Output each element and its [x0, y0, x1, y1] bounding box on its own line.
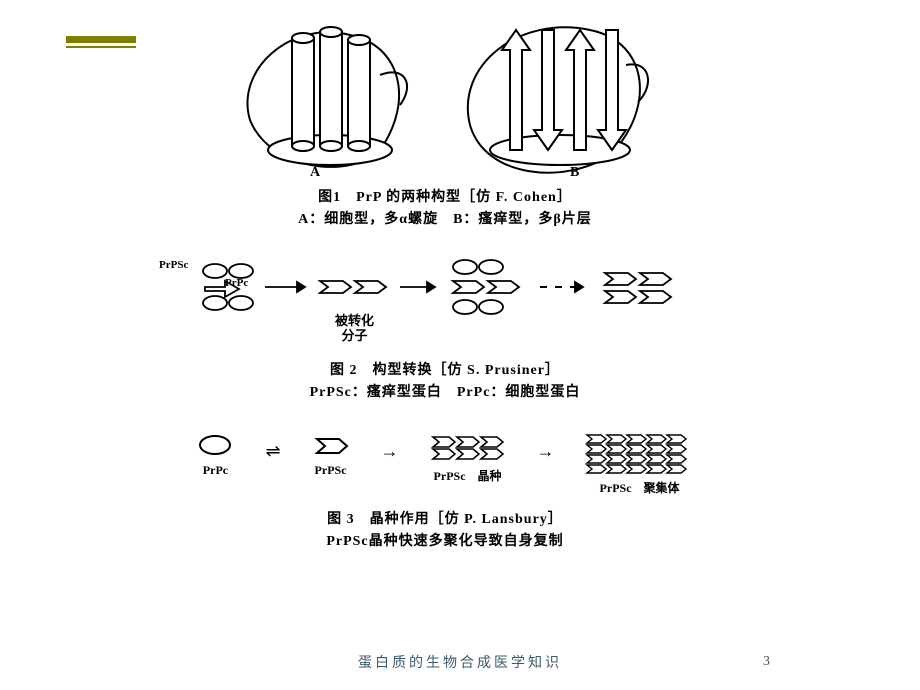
- figure-1-caption-line2: A：细胞型，多α螺旋 B：瘙痒型，多β片层: [298, 210, 592, 230]
- figure-3-arrow-2: →: [381, 441, 399, 462]
- figure-2-transform-l1: 被转化: [335, 313, 374, 328]
- figure-2-prpc-label: PrPc: [225, 277, 248, 289]
- figure-1a-svg: A: [230, 10, 420, 180]
- figure-2-caption: 图 2 构型转换［仿 S. Prusiner］ PrPSc：瘙痒型蛋白 PrPc…: [310, 361, 581, 404]
- figure-2-svg: [165, 257, 725, 337]
- figure-3-hex-icon: [311, 433, 351, 459]
- figure-3-col-2: PrPSc: [311, 433, 351, 478]
- page-number: 3: [763, 654, 770, 670]
- footer-text: 蛋白质的生物合成医学知识: [0, 652, 920, 672]
- figure-3-label-3a: PrPSc: [434, 469, 466, 483]
- figure-2-caption-line2: PrPSc：瘙痒型蛋白 PrPc：细胞型蛋白: [310, 383, 581, 403]
- figure-3-col-4: PrPSc 聚集体: [585, 433, 695, 496]
- figure-1: A B: [230, 10, 660, 180]
- figure-3-label-2: PrPSc: [315, 463, 347, 478]
- figure-3-arrow-1: ⇌: [265, 441, 280, 462]
- figure-2-transform-l2: 分子: [342, 328, 368, 343]
- accent-bar-thin: [66, 46, 136, 48]
- figure-2-caption-line1: 图 2 构型转换［仿 S. Prusiner］: [330, 363, 560, 378]
- figure-3-seed-icon: [429, 433, 507, 463]
- figure-3-oval-icon: [195, 433, 235, 459]
- figure-1a-label: A: [310, 165, 321, 180]
- figure-1-caption: 图1 PrP 的两种构型［仿 F. Cohen］ A：细胞型，多α螺旋 B：瘙痒…: [298, 188, 592, 231]
- figure-3-label-4a: PrPSc: [600, 481, 632, 495]
- decorative-accent-bar: [66, 36, 136, 50]
- figure-3-caption-line1: 图 3 晶种作用［仿 P. Lansbury］: [327, 512, 563, 527]
- figure-3: PrPc ⇌ PrPSc → PrPSc 晶种 →: [195, 433, 694, 496]
- figure-1-caption-line1: 图1 PrP 的两种构型［仿 F. Cohen］: [318, 190, 572, 205]
- figure-3-col-3: PrPSc 晶种: [429, 433, 507, 484]
- figure-3-arrow-3: →: [537, 441, 555, 462]
- figure-1b-label: B: [570, 165, 579, 180]
- figure-3-aggregate-icon: [585, 433, 695, 475]
- figure-1b-svg: B: [450, 10, 660, 180]
- figure-2: PrPSc PrPc: [165, 257, 725, 337]
- accent-bar-thick: [66, 36, 136, 43]
- figure-2-prpsc-label: PrPSc: [159, 259, 188, 271]
- figure-3-col-1: PrPc: [195, 433, 235, 478]
- figure-3-label-4b: 聚集体: [644, 481, 680, 495]
- figure-3-caption: 图 3 晶种作用［仿 P. Lansbury］ PrPSc晶种快速多聚化导致自身…: [326, 510, 563, 553]
- slide-content: A B: [140, 4, 750, 553]
- figure-3-caption-line2: PrPSc晶种快速多聚化导致自身复制: [326, 532, 563, 552]
- figure-3-label-3b: 晶种: [478, 469, 502, 483]
- figure-3-label-1: PrPc: [203, 463, 228, 478]
